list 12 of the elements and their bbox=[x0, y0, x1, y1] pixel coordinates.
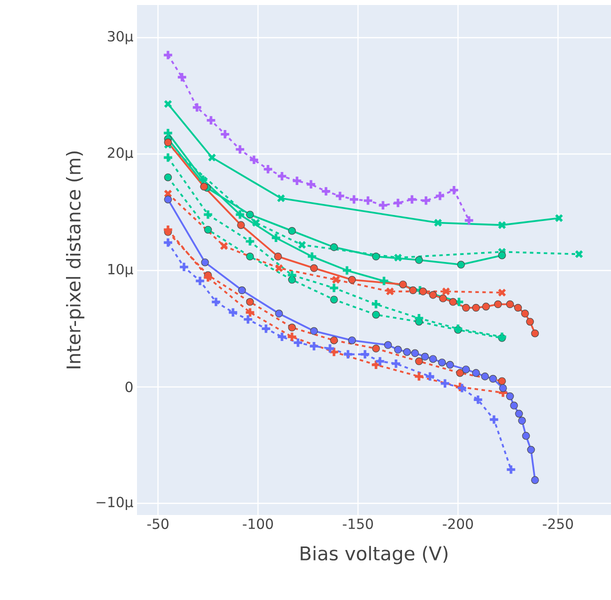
x-tick-label: -50 bbox=[147, 518, 168, 530]
y-axis-title: Inter-pixel distance (m) bbox=[66, 151, 84, 368]
x-tick-label: -200 bbox=[442, 518, 473, 530]
x-tick-label: -150 bbox=[342, 518, 373, 530]
y-tick-label: 20μ bbox=[108, 147, 134, 161]
y-tick-label: 10μ bbox=[108, 264, 134, 278]
x-tick-label: -250 bbox=[542, 518, 573, 530]
x-tick-label: -100 bbox=[242, 518, 273, 530]
x-axis-title: Bias voltage (V) bbox=[300, 546, 448, 564]
y-tick-label: −10μ bbox=[96, 496, 134, 510]
y-tick-label: 30μ bbox=[108, 30, 134, 44]
y-tick-label: 0 bbox=[126, 382, 133, 392]
